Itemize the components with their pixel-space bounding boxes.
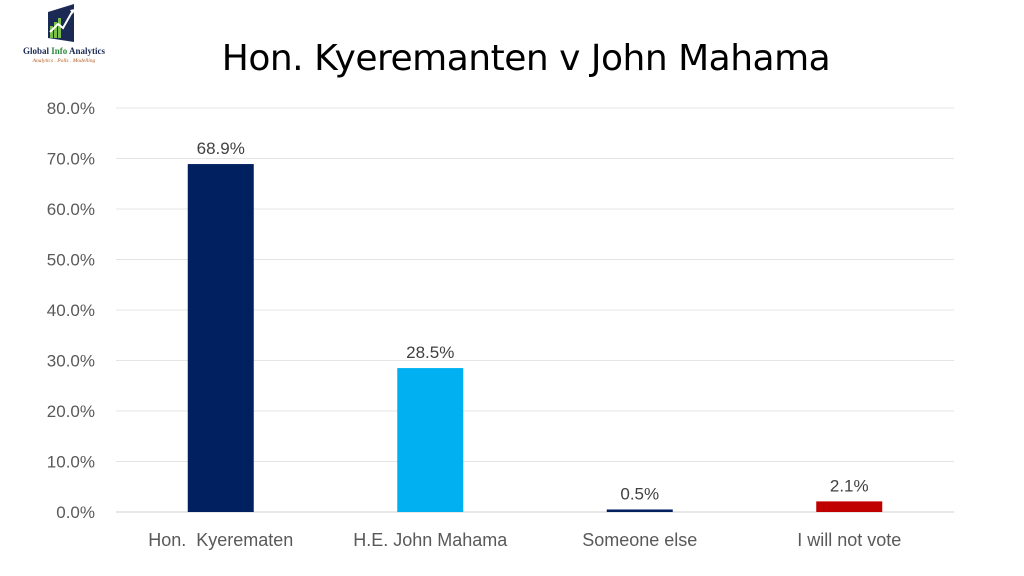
category-label: Someone else xyxy=(582,530,697,550)
bar xyxy=(816,501,883,512)
y-tick-label: 50.0% xyxy=(47,251,95,270)
y-tick-label: 80.0% xyxy=(47,99,95,118)
chart-title: Hon. Kyeremanten v John Mahama xyxy=(221,38,831,79)
y-tick-label: 20.0% xyxy=(47,402,95,421)
y-tick-label: 0.0% xyxy=(56,503,95,522)
bar xyxy=(187,164,254,512)
y-tick-label: 30.0% xyxy=(47,352,95,371)
logo-name: Global Info Analytics xyxy=(22,46,106,56)
company-logo: Global Info Analytics Analytics . Polls … xyxy=(18,4,110,70)
category-label: I will not vote xyxy=(797,530,901,550)
logo-chart-icon xyxy=(48,4,75,42)
data-label: 68.9% xyxy=(197,139,245,158)
bar xyxy=(397,368,464,512)
data-label: 0.5% xyxy=(620,484,659,503)
y-tick-label: 60.0% xyxy=(47,200,95,219)
data-label: 28.5% xyxy=(406,343,454,362)
category-labels: Hon. Kyerematen H.E. John Mahama Someone e… xyxy=(148,530,901,550)
category-label: Hon. Kyerematen xyxy=(148,530,293,550)
gridlines xyxy=(116,107,954,513)
data-labels: 68.9% 28.5% 0.5% 2.1% xyxy=(197,139,869,503)
bar xyxy=(606,509,673,512)
logo-tagline: Analytics . Polls . Modelling xyxy=(32,58,96,64)
data-label: 2.1% xyxy=(830,476,869,495)
y-axis-tick-labels: 0.0% 10.0% 20.0% 30.0% 40.0% 50.0% 60.0% 70.0% 8… xyxy=(47,99,95,522)
y-tick-label: 10.0% xyxy=(47,453,95,472)
y-tick-label: 70.0% xyxy=(47,150,95,169)
category-label: H.E. John Mahama xyxy=(353,530,508,550)
y-tick-label: 40.0% xyxy=(47,301,95,320)
bars xyxy=(187,164,883,512)
